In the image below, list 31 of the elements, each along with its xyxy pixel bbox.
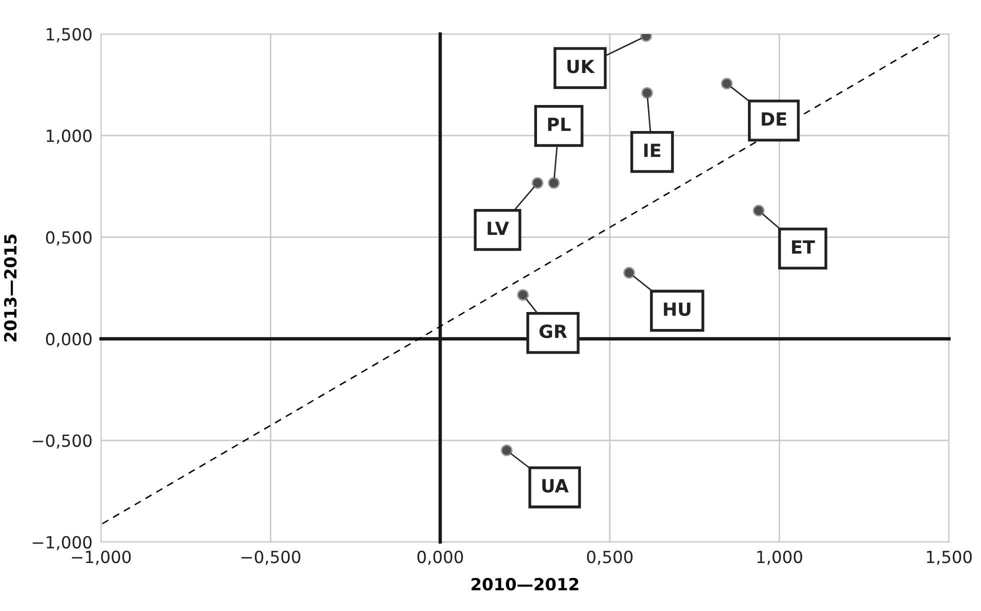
annotation: IE [644,144,660,157]
point [720,78,733,90]
x-tick-label: 0,000 [417,550,463,565]
point [548,177,560,189]
x-tick-label: −0,500 [242,550,300,565]
y-tick-label: 0,000 [46,332,92,348]
annotation: HU [664,302,690,316]
y-tick-label: 1,500 [46,28,92,42]
annotation: LV [488,222,509,235]
point [623,266,635,279]
x-tick-label: 1,500 [926,550,972,565]
y-tick-label: 0,500 [46,231,92,246]
annotation: UA [542,479,569,493]
annotation: DE [762,112,786,126]
y-tick-label: −1,000 [32,536,92,550]
x-tick-label: 1,000 [757,550,802,565]
annotation: PL [548,118,571,131]
annotation: GR [540,324,567,338]
annotation: UK [567,60,595,74]
point [517,289,529,301]
y-axis-title: 2013—2015 [4,234,17,342]
x-axis-title: 2010—2012 [472,578,578,590]
y-tick-label: −0,500 [32,434,92,449]
point [500,444,513,456]
x-tick-label: 0,500 [587,550,633,565]
y-tick-label: 1,000 [46,130,92,144]
point [532,177,544,189]
point [641,87,653,99]
point [752,204,765,216]
annotation: ET [792,240,815,254]
x-tick-label: −1,000 [72,550,131,565]
